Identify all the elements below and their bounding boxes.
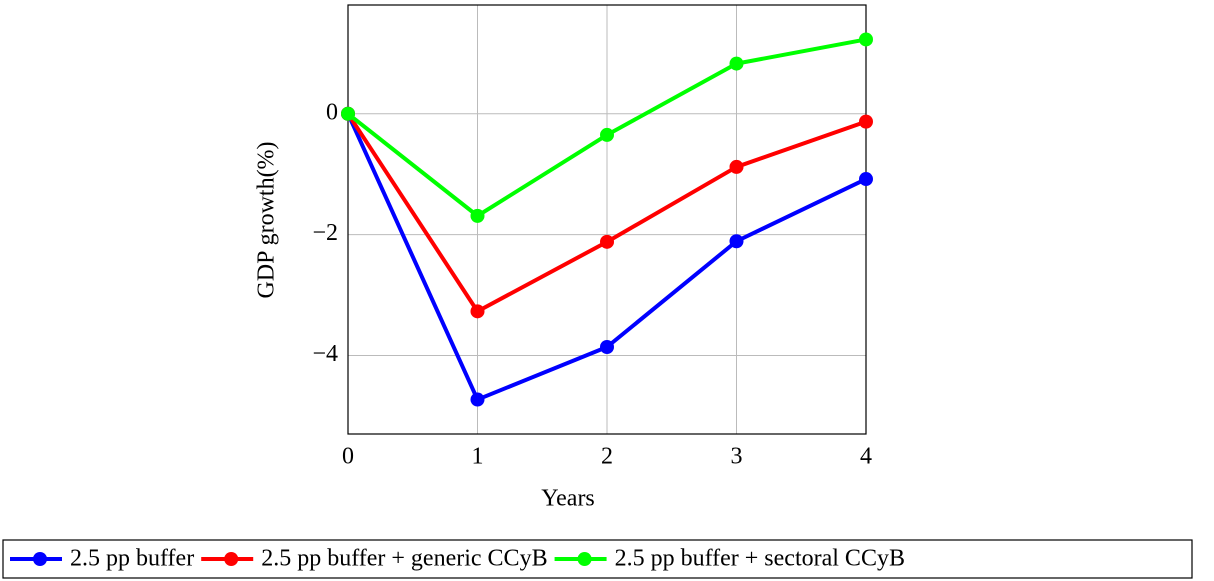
legend-label: 2.5 pp buffer + sectoral CCyB (615, 546, 905, 572)
legend-marker (224, 552, 239, 566)
legend-box (2, 539, 1193, 579)
data-point (729, 159, 744, 174)
x-tick-label: 0 (342, 444, 354, 470)
legend-marker (33, 552, 47, 566)
x-tick-label: 1 (472, 444, 484, 470)
data-point (729, 56, 744, 71)
data-point (470, 304, 485, 319)
plot-frame (347, 4, 867, 435)
data-point (600, 234, 614, 249)
data-point (859, 172, 873, 187)
data-point (470, 208, 485, 223)
data-point (600, 127, 614, 142)
data-point (341, 106, 355, 121)
y-tick-label: −4 (312, 341, 338, 367)
data-point (729, 234, 744, 249)
legend-label: 2.5 pp buffer (70, 546, 194, 572)
data-point (859, 114, 873, 129)
data-point (859, 32, 873, 47)
x-tick-label: 3 (731, 444, 743, 470)
data-point (470, 392, 485, 407)
legend-label: 2.5 pp buffer + generic CCyB (261, 546, 547, 572)
y-tick-label: 0 (326, 99, 338, 125)
y-tick-label: −2 (312, 220, 338, 246)
x-tick-label: 4 (860, 444, 872, 470)
data-point (600, 339, 614, 354)
x-tick-label: 2 (601, 444, 613, 470)
legend-marker (577, 552, 592, 566)
y-axis-label: GDP growth(%) (254, 141, 280, 298)
x-axis-label: Years (541, 486, 595, 512)
